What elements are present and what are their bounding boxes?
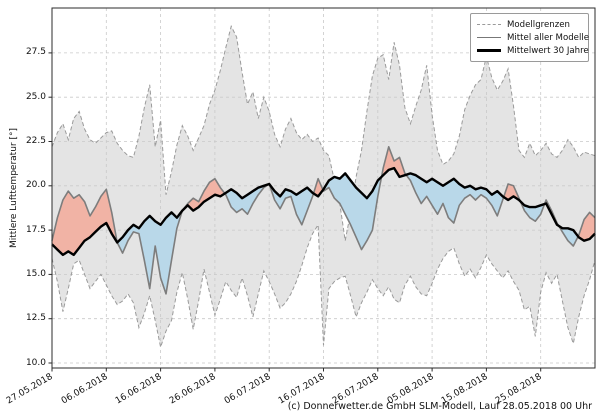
dashed-line-icon xyxy=(477,24,501,25)
model-upper-bound-line xyxy=(51,24,596,241)
y-tick-label: 20.0 xyxy=(25,180,46,191)
mean-30y-line xyxy=(51,166,596,257)
y-tick-label: 22.5 xyxy=(25,136,46,146)
model-bounds-band xyxy=(52,26,595,348)
y-tick-label: 12.5 xyxy=(25,313,46,324)
legend-label: Mittelwert 30 Jahre xyxy=(507,45,589,56)
y-tick-label: 10.0 xyxy=(25,357,46,368)
legend-label: Modellgrenzen xyxy=(507,19,570,30)
legend-item-model-mean: Mittel aller Modelle xyxy=(477,31,589,44)
legend-item-30y-mean: Mittelwert 30 Jahre xyxy=(477,44,589,57)
below-normal-fill xyxy=(117,173,579,294)
gray-line-icon xyxy=(477,37,501,38)
y-tick-label: 17.5 xyxy=(25,224,46,235)
credit-text: (c) Donnerwetter.de GmbH SLM-Modell, Lau… xyxy=(287,401,592,412)
y-tick-label: 25.0 xyxy=(25,91,46,102)
black-line-icon xyxy=(477,49,501,52)
chart-legend: Modellgrenzen Mittel aller Modelle Mitte… xyxy=(470,13,589,62)
legend-item-model-bounds: Modellgrenzen xyxy=(477,18,582,31)
y-tick-label: 27.5 xyxy=(25,47,46,58)
model-lower-bound-line xyxy=(51,223,596,350)
y-tick-label: 15.0 xyxy=(25,268,46,279)
legend-label: Mittel aller Modelle xyxy=(507,32,590,43)
